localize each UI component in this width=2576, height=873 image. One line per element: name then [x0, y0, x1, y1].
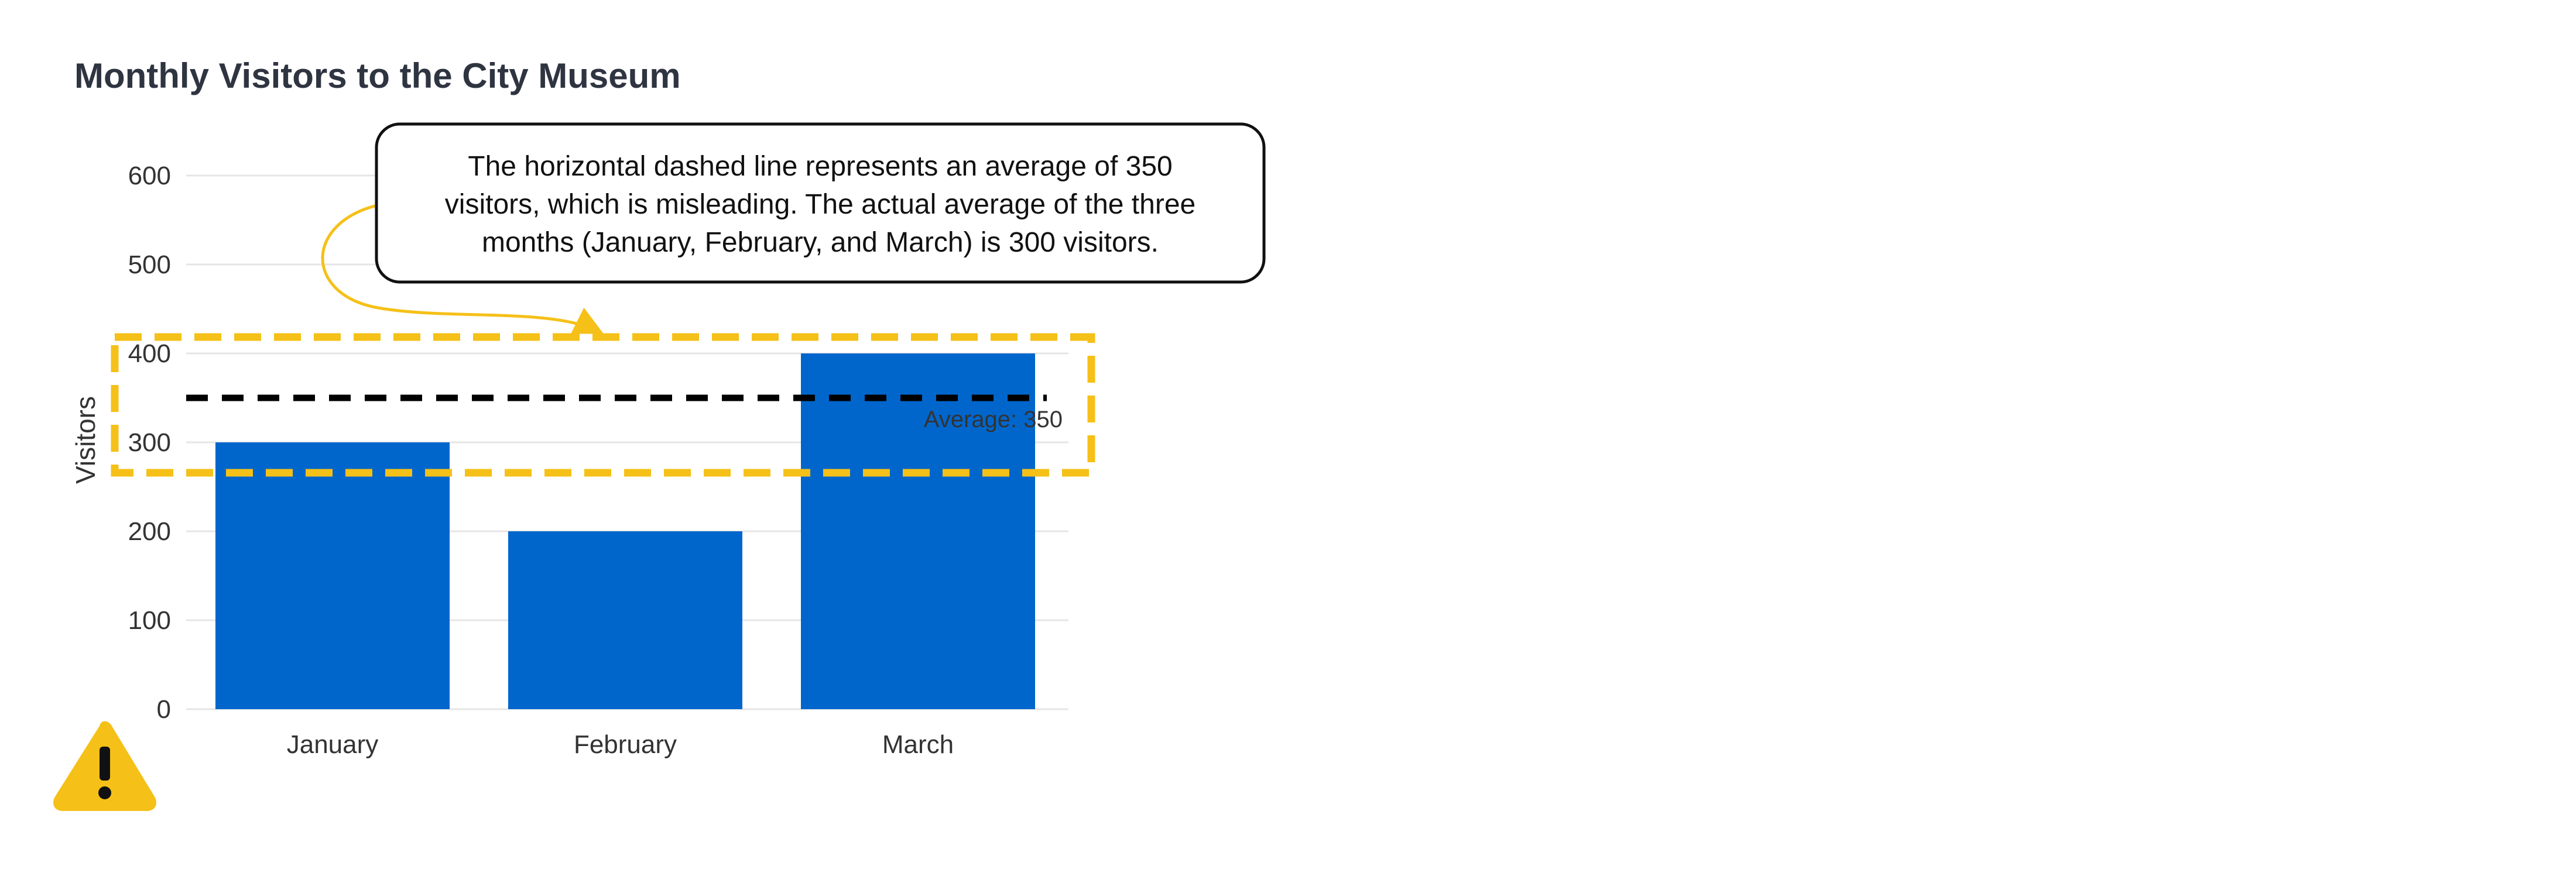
x-tick-label-february: February — [574, 730, 677, 759]
bar-march — [801, 353, 1035, 709]
callout-box — [375, 122, 1266, 284]
callout-line-3: months (January, February, and March) is… — [482, 227, 1159, 258]
y-tick-label: 0 — [157, 695, 171, 724]
y-tick-label: 100 — [128, 606, 171, 635]
chart-title: Monthly Visitors to the City Museum — [74, 56, 681, 95]
y-tick-label: 500 — [128, 250, 171, 279]
callout-arrow — [321, 203, 604, 334]
bar-february — [508, 531, 742, 709]
y-tick-label: 400 — [128, 339, 171, 368]
x-axis-ticks: January February March — [287, 730, 954, 759]
x-tick-label-january: January — [287, 730, 379, 759]
bars — [215, 353, 1035, 709]
y-axis-ticks: 0 100 200 300 400 500 600 — [128, 161, 171, 724]
y-axis-label: Visitors — [70, 396, 101, 484]
callout-line-1: The horizontal dashed line represents an… — [468, 151, 1172, 182]
y-tick-label: 200 — [128, 517, 171, 546]
x-tick-label-march: March — [882, 730, 954, 759]
y-tick-label: 600 — [128, 161, 171, 190]
bar-january — [215, 442, 450, 709]
warning-triangle-icon — [53, 721, 156, 811]
callout-line-2: visitors, which is misleading. The actua… — [445, 189, 1195, 220]
average-line-label: Average: 350 — [924, 407, 1063, 432]
y-tick-label: 300 — [128, 428, 171, 457]
highlight-box — [111, 333, 1095, 477]
